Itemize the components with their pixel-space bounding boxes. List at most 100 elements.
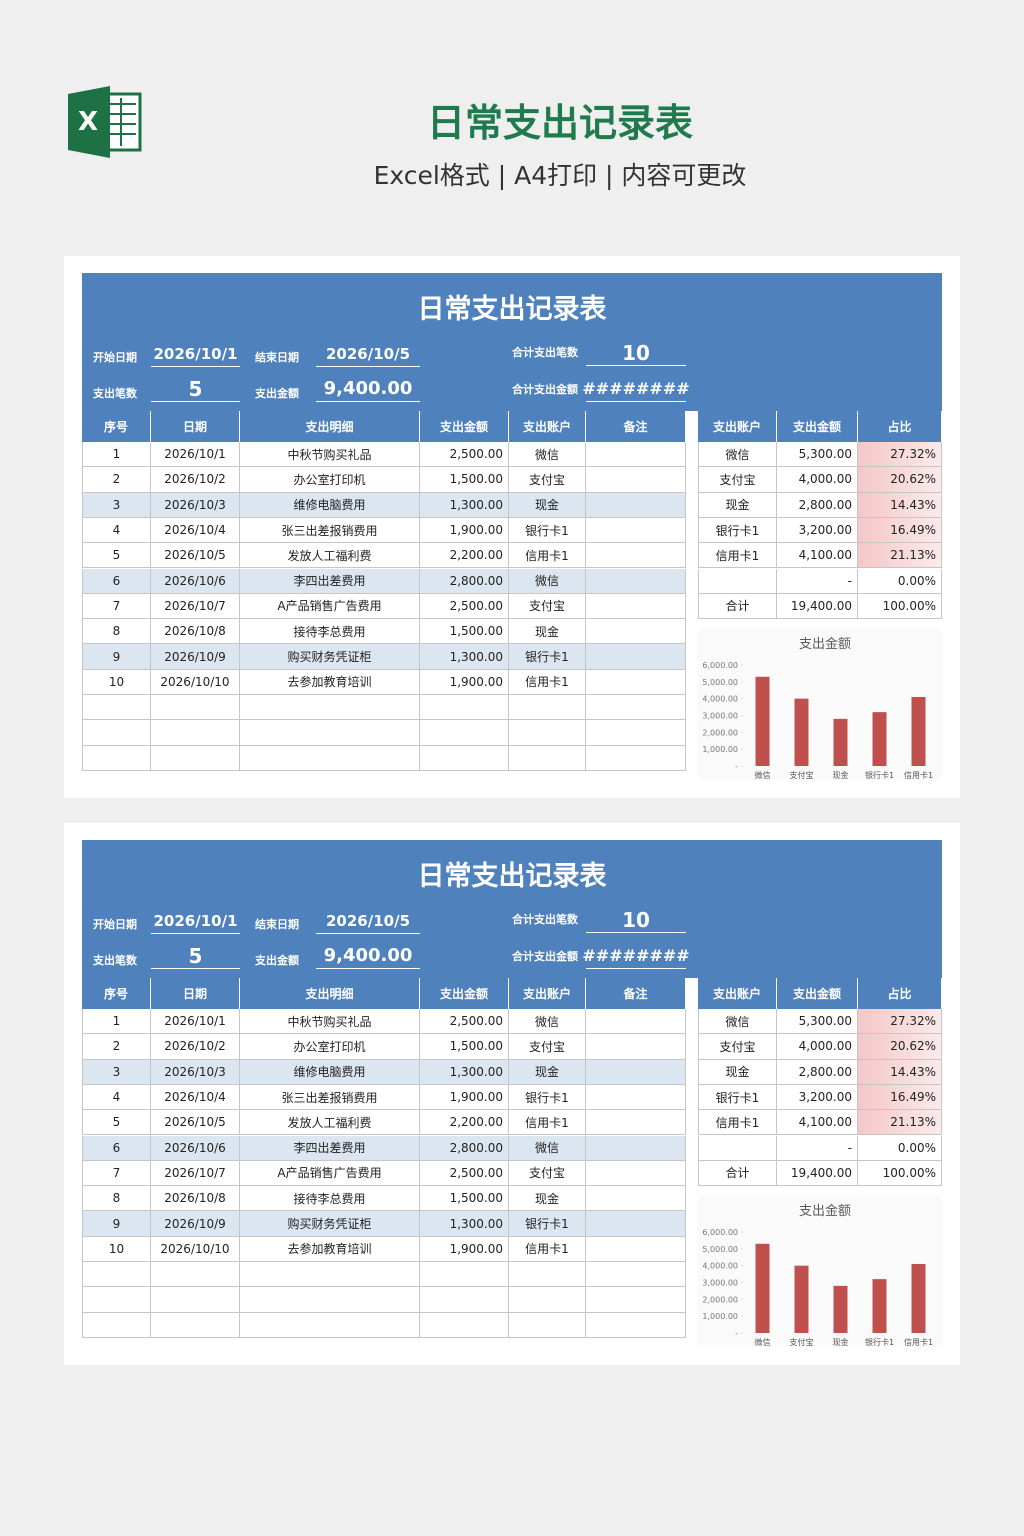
table-cell: 现金 bbox=[509, 1059, 586, 1085]
summary-cell: 支付宝 bbox=[698, 467, 777, 493]
table-cell: 8 bbox=[82, 619, 151, 645]
table-header-cell: 日期 bbox=[151, 411, 240, 442]
y-tick-label: 1,000.00 bbox=[702, 745, 738, 754]
summary-cell: 银行卡1 bbox=[698, 517, 777, 544]
empty-cell bbox=[509, 1262, 586, 1288]
table-cell: 发放人工福利费 bbox=[240, 1110, 420, 1136]
summary-header-cell: 占比 bbox=[858, 978, 942, 1009]
table-header-cell: 备注 bbox=[586, 411, 686, 442]
empty-cell bbox=[82, 1287, 151, 1313]
table-cell: 现金 bbox=[509, 619, 586, 645]
x-tick-label: 微信 bbox=[755, 1337, 771, 1347]
bar bbox=[755, 1243, 770, 1333]
info-label: 支出金额 bbox=[255, 954, 299, 967]
table-cell: 银行卡1 bbox=[509, 1211, 586, 1237]
table-cell: 办公室打印机 bbox=[240, 1034, 420, 1060]
info-label: 合计支出笔数 bbox=[512, 346, 578, 359]
table-cell: 中秋节购买礼品 bbox=[240, 442, 420, 468]
summary-cell: 100.00% bbox=[858, 593, 942, 620]
table-cell: 购买财务凭证柜 bbox=[240, 1211, 420, 1237]
table-cell: 6 bbox=[82, 1135, 151, 1161]
summary-cell: 19,400.00 bbox=[777, 593, 858, 620]
empty-cell bbox=[420, 1287, 509, 1313]
summary-cell: - bbox=[777, 1135, 858, 1161]
summary-cell: 14.43% bbox=[858, 492, 942, 518]
empty-cell bbox=[240, 1312, 420, 1338]
table-cell: 1,900.00 bbox=[420, 1084, 509, 1111]
y-tick-label: 5,000.00 bbox=[702, 1245, 738, 1254]
empty-cell bbox=[82, 720, 151, 746]
table-cell: 2026/10/10 bbox=[151, 1236, 240, 1262]
table-cell: 2,800.00 bbox=[420, 1135, 509, 1161]
info-label: 结束日期 bbox=[255, 351, 299, 364]
table-cell: 办公室打印机 bbox=[240, 467, 420, 493]
empty-cell bbox=[586, 442, 686, 468]
sheet-header-band bbox=[82, 273, 942, 411]
empty-cell bbox=[509, 1312, 586, 1338]
summary-header-cell: 支出金额 bbox=[777, 978, 858, 1009]
x-tick-label: 银行卡1 bbox=[865, 1337, 894, 1347]
table-cell: 支付宝 bbox=[509, 467, 586, 493]
table-cell: 2026/10/7 bbox=[151, 1160, 240, 1187]
empty-cell bbox=[586, 669, 686, 695]
summary-cell: 21.13% bbox=[858, 1110, 942, 1136]
summary-cell: 21.13% bbox=[858, 543, 942, 569]
info-label: 支出笔数 bbox=[93, 954, 137, 967]
table-cell: 2,500.00 bbox=[420, 442, 509, 468]
table-cell: 2026/10/2 bbox=[151, 467, 240, 493]
info-value: 5 bbox=[151, 376, 240, 402]
table-cell: 去参加教育培训 bbox=[240, 669, 420, 695]
x-tick-label: 支付宝 bbox=[790, 770, 814, 780]
table-cell: 1,300.00 bbox=[420, 492, 509, 518]
empty-cell bbox=[586, 1009, 686, 1035]
table-cell: 6 bbox=[82, 568, 151, 594]
empty-cell bbox=[586, 619, 686, 645]
summary-cell: 4,100.00 bbox=[777, 543, 858, 569]
chart-bg bbox=[698, 1195, 942, 1347]
summary-header-cell: 支出账户 bbox=[698, 978, 777, 1009]
bar bbox=[755, 676, 770, 766]
summary-cell: 27.32% bbox=[858, 1009, 942, 1035]
empty-cell bbox=[586, 492, 686, 518]
bar bbox=[833, 718, 848, 766]
summary-cell: 20.62% bbox=[858, 1034, 942, 1060]
page-title: 日常支出记录表 bbox=[426, 101, 693, 145]
summary-cell: 100.00% bbox=[858, 1160, 942, 1187]
table-cell: 10 bbox=[82, 1236, 151, 1262]
empty-cell bbox=[151, 1287, 240, 1313]
empty-cell bbox=[586, 1034, 686, 1060]
summary-cell: 现金 bbox=[698, 1059, 777, 1085]
table-cell: A产品销售广告费用 bbox=[240, 593, 420, 620]
table-cell: 1,500.00 bbox=[420, 1034, 509, 1060]
table-cell: 9 bbox=[82, 644, 151, 670]
table-cell: 支付宝 bbox=[509, 1160, 586, 1187]
table-header-cell: 支出账户 bbox=[509, 411, 586, 442]
empty-cell bbox=[151, 695, 240, 721]
table-header-cell: 序号 bbox=[82, 411, 151, 442]
table-cell: A产品销售广告费用 bbox=[240, 1160, 420, 1187]
table-cell: 1,300.00 bbox=[420, 1059, 509, 1085]
table-cell: 7 bbox=[82, 593, 151, 620]
table-cell: 2,500.00 bbox=[420, 593, 509, 620]
empty-cell bbox=[586, 745, 686, 771]
empty-cell bbox=[420, 695, 509, 721]
table-cell: 2 bbox=[82, 1034, 151, 1060]
info-label: 支出金额 bbox=[255, 387, 299, 400]
summary-cell: 合计 bbox=[698, 1160, 777, 1187]
summary-cell: 20.62% bbox=[858, 467, 942, 493]
table-cell: 3 bbox=[82, 492, 151, 518]
table-cell: 李四出差费用 bbox=[240, 568, 420, 594]
y-tick-label: 2,000.00 bbox=[702, 1295, 738, 1304]
empty-cell bbox=[240, 695, 420, 721]
table-cell: 2026/10/3 bbox=[151, 492, 240, 518]
empty-cell bbox=[82, 1312, 151, 1338]
empty-cell bbox=[586, 1236, 686, 1262]
table-cell: 2026/10/1 bbox=[151, 442, 240, 468]
table-cell: 微信 bbox=[509, 568, 586, 594]
summary-cell: 信用卡1 bbox=[698, 1110, 777, 1136]
page-subtitle: Excel格式 | A4打印 | 内容可更改 bbox=[373, 161, 747, 190]
info-value: 2026/10/1 bbox=[151, 908, 240, 934]
x-tick-label: 现金 bbox=[833, 770, 849, 780]
y-tick-label: - bbox=[735, 762, 738, 771]
